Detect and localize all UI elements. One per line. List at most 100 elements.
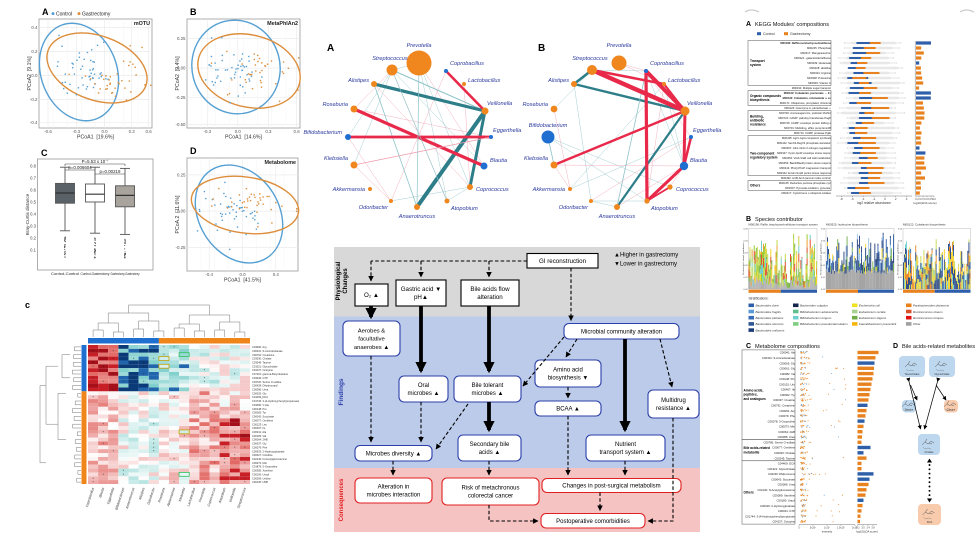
svg-text:B: B [190,7,197,17]
svg-text:Alistipes: Alistipes [347,78,369,84]
svg-text:Stratifications:: Stratifications: [749,297,769,301]
svg-text:C07161: gamma-Butyrobetaine: C07161: gamma-Butyrobetaine [252,372,289,376]
svg-text:Akkermansia: Akkermansia [332,187,365,193]
svg-text:Coprococcus: Coprococcus [476,187,509,193]
svg-text:C00245: Taurine: C00245: Taurine [775,456,796,460]
svg-text:M00447: CpxA-CpxR envelope str: M00447: CpxA-CpxR envelope stress respon [777,151,831,155]
svg-text:Roseburia: Roseburia [157,487,166,503]
svg-text:Veillonella: Veillonella [487,101,512,107]
svg-text:C00151: Uro: C00151: Uro [779,382,795,386]
svg-text:log10(LDA score): log10(LDA score) [913,201,936,205]
svg-text:Alistipes: Alistipes [547,78,569,84]
svg-text:-0.4: -0.4 [30,120,38,125]
svg-text:c: c [25,300,30,310]
svg-text:microbes ▲: microbes ▲ [472,391,504,397]
svg-text:Secondary bile: Secondary bile [470,442,510,448]
svg-text:PCoA2 [9.1%]: PCoA2 [9.1%] [27,56,33,91]
svg-text:A: A [327,43,334,54]
svg-text:M00317: Manganese/iron: M00317: Manganese/iron [801,51,832,55]
svg-text:C00086: Urea: C00086: Urea [778,483,796,487]
svg-text:Bifidobacterium: Bifidobacterium [303,130,342,136]
svg-text:Prevotella: Prevotella [198,487,206,503]
svg-text:log2 relative abundance: log2 relative abundance [857,201,891,205]
svg-text:Eggerthella: Eggerthella [106,487,115,505]
svg-text:Changes: Changes [343,268,349,294]
svg-text:alteration: alteration [477,294,503,301]
svg-text:0.6: 0.6 [30,188,36,193]
svg-text:C00079: Phe: C00079: Phe [779,414,796,418]
svg-text:Eggerthella: Eggerthella [693,128,721,134]
svg-text:C00401: S-Aminobutanate: C00401: S-Aminobutanate [252,349,283,353]
svg-text:0.5: 0.5 [30,200,36,205]
svg-text:C00061: Gly: C00061: Gly [779,367,795,371]
svg-text:M00349: Vitamin C: M00349: Vitamin C [808,81,831,85]
svg-text:O₂ ▲: O₂ ▲ [364,292,379,299]
svg-text:C00123: Leu: C00123: Leu [252,422,267,426]
svg-text:C03090: Arg: C03090: Arg [252,345,267,349]
svg-text:Odoribacter: Odoribacter [359,205,389,211]
svg-text:C00180: Uracil: C00180: Uracil [777,499,796,503]
svg-text:Metabolome: Metabolome [265,160,296,166]
svg-text:C00073: Met: C00073: Met [779,425,795,429]
svg-text:Alteration in: Alteration in [378,485,410,491]
svg-text:Streptococcus: Streptococcus [572,56,608,62]
svg-text:Prevotella: Prevotella [407,43,432,49]
svg-text:C00105: UMP: C00105: UMP [252,480,269,484]
svg-text:C04137: Octopine: C04137: Octopine [772,520,795,524]
svg-text:M00196: Raffin./stachyose/meli: M00196: Raffin./stachyose/melibiose tran… [749,223,819,227]
svg-text:Lactobacillus: Lactobacillus [468,78,501,84]
svg-text:-0.25: -0.25 [175,95,186,100]
svg-text:C00044: GTP: C00044: GTP [778,509,795,513]
svg-text:M00726: CAMP: envelope protein: M00726: CAMP: envelope protein folding a [780,121,832,125]
svg-text:M00348: Putrescine: M00348: Putrescine [807,76,831,80]
svg-text:0.7: 0.7 [30,176,36,181]
svg-text:0.00: 0.00 [821,289,826,291]
svg-text:0.05: 0.05 [821,229,826,231]
svg-text:▼Lower in gastrectomy: ▼Lower in gastrectomy [614,262,677,268]
svg-text:microbes ▲: microbes ▲ [408,391,440,397]
svg-text:Odoribacter: Odoribacter [559,205,589,211]
svg-text:M00307: Pyruvate oxidation, py: M00307: Pyruvate oxidation, pyruvate  [785,186,831,190]
svg-text:Bray-Curtis distance: Bray-Curtis distance [25,193,30,235]
svg-text:C00064: 2HB: C00064: 2HB [778,430,795,434]
svg-text:anaerobes ▲: anaerobes ▲ [354,345,389,351]
svg-text:Anaerotruncus: Anaerotruncus [398,214,436,220]
svg-text:Bacteroides stercoris: Bacteroides stercoris [756,322,785,326]
svg-text:C: C [746,343,751,350]
svg-text:C04169: DMponsonol: C04169: DMponsonol [768,472,795,476]
svg-text:-6: -6 [851,197,854,201]
svg-text:Veillonella: Veillonella [687,101,712,107]
svg-text:Glycocholate: Glycocholate [935,372,951,376]
svg-text:Blautia: Blautia [98,487,105,498]
svg-text:2: 2 [895,197,897,201]
svg-text:Gastrectomy-Gastrectomy: Gastrectomy-Gastrectomy [111,271,140,276]
svg-text:Microbial community alteration: Microbial community alteration [581,329,662,335]
svg-text:0.05: 0.05 [743,229,748,231]
svg-text:C00077: Ornithine: C00077: Ornithine [772,446,795,450]
svg-text:M00445: AgrC-AgrA competent sy: M00445: AgrC-AgrA competent synthesis [782,136,832,140]
svg-text:C00025: Cholate: C00025: Cholate [774,451,795,455]
svg-text:M00442: EnvZ-OmpR porins stres: M00442: EnvZ-OmpR porins stress response [777,171,831,175]
svg-text:M00724: CAMP: palmitoyl transf: M00724: CAMP: palmitoyl transferase PagP [778,116,831,120]
svg-text:M00194: Multiple sugar transpo: M00194: Multiple sugar transport [792,86,832,90]
svg-text:0.00: 0.00 [898,289,903,291]
svg-text:0.05: 0.05 [898,229,903,231]
svg-text:0.01: 0.01 [743,277,748,279]
svg-text:Eubacterium rectale: Eubacterium rectale [859,310,886,314]
svg-text:M00239: Glutamate: M00239: Glutamate [807,61,831,65]
svg-text:C00148: Pro: C00148: Pro [252,407,267,411]
svg-text:Lactobacillus: Lactobacillus [186,487,196,507]
svg-text:C00089: Xanthine: C00089: Xanthine [773,493,796,497]
svg-text:M00171: Ubiquinone, prenylated: M00171: Ubiquinone, prenylated, chorisma [780,101,832,105]
svg-text:-0.25: -0.25 [175,245,186,250]
svg-text:Coprococcus: Coprococcus [207,487,217,507]
svg-text:Bile tolerant: Bile tolerant [472,383,504,389]
svg-text:0.0: 0.0 [239,272,246,277]
svg-text:C03046: GTP: C03046: GTP [252,376,268,380]
svg-text:Akkermansia: Akkermansia [166,487,176,508]
svg-text:Risk of metachronous: Risk of metachronous [461,486,519,492]
svg-text:-0.50: -0.50 [175,122,186,127]
svg-text:C: C [41,148,48,158]
svg-text:-0.2: -0.2 [30,97,38,102]
svg-text:C00062: Tyr: C00062: Tyr [780,393,795,397]
